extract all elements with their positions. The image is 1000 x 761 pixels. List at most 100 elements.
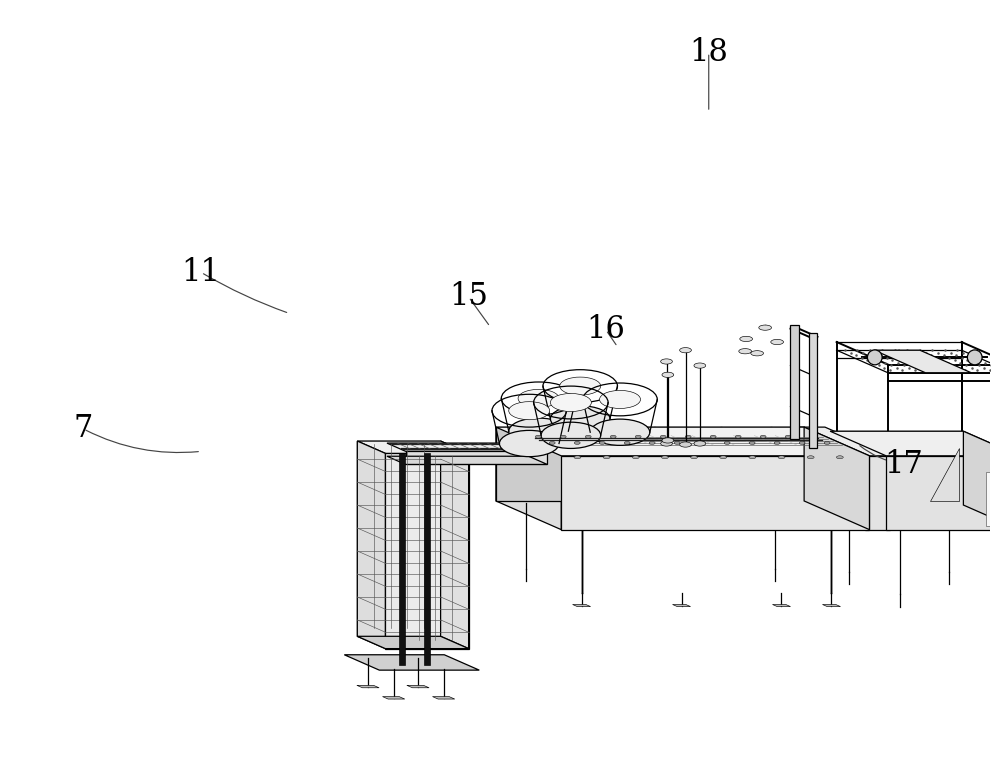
- Ellipse shape: [550, 393, 591, 412]
- Ellipse shape: [694, 441, 706, 446]
- Polygon shape: [357, 441, 385, 648]
- Polygon shape: [357, 636, 469, 648]
- Polygon shape: [573, 604, 591, 607]
- Polygon shape: [986, 473, 1000, 526]
- Ellipse shape: [549, 441, 555, 444]
- Ellipse shape: [691, 456, 697, 459]
- Ellipse shape: [836, 456, 843, 459]
- Ellipse shape: [603, 456, 610, 459]
- Polygon shape: [385, 454, 469, 648]
- Ellipse shape: [560, 435, 566, 438]
- Ellipse shape: [590, 419, 650, 445]
- Polygon shape: [496, 427, 869, 456]
- Ellipse shape: [735, 435, 741, 438]
- Text: 17: 17: [884, 448, 923, 479]
- Text: 11: 11: [182, 257, 221, 288]
- Ellipse shape: [778, 456, 785, 459]
- Polygon shape: [387, 457, 547, 464]
- Ellipse shape: [509, 418, 568, 444]
- Ellipse shape: [785, 435, 791, 438]
- Ellipse shape: [720, 456, 727, 459]
- Ellipse shape: [710, 435, 716, 438]
- Ellipse shape: [574, 441, 580, 444]
- Ellipse shape: [585, 435, 591, 438]
- Ellipse shape: [599, 441, 605, 444]
- Ellipse shape: [509, 402, 550, 420]
- Polygon shape: [424, 454, 430, 665]
- Ellipse shape: [662, 438, 674, 443]
- Ellipse shape: [550, 406, 610, 432]
- Ellipse shape: [499, 431, 559, 457]
- Ellipse shape: [660, 435, 666, 438]
- Ellipse shape: [810, 435, 816, 438]
- Polygon shape: [963, 431, 1000, 530]
- Ellipse shape: [674, 441, 680, 444]
- Polygon shape: [822, 604, 840, 607]
- Polygon shape: [399, 454, 405, 665]
- Ellipse shape: [661, 359, 672, 364]
- Ellipse shape: [662, 372, 674, 377]
- Polygon shape: [800, 427, 890, 456]
- Polygon shape: [357, 441, 469, 454]
- Polygon shape: [673, 604, 691, 607]
- Ellipse shape: [749, 456, 756, 459]
- Ellipse shape: [535, 435, 541, 438]
- Ellipse shape: [967, 350, 982, 365]
- Polygon shape: [383, 696, 405, 699]
- Polygon shape: [441, 441, 469, 648]
- Polygon shape: [790, 324, 799, 439]
- Ellipse shape: [740, 336, 753, 342]
- Ellipse shape: [680, 348, 691, 353]
- Polygon shape: [830, 431, 963, 505]
- Polygon shape: [804, 427, 869, 530]
- Polygon shape: [561, 456, 869, 530]
- Text: 18: 18: [689, 37, 728, 68]
- Ellipse shape: [632, 456, 639, 459]
- Ellipse shape: [635, 435, 641, 438]
- Ellipse shape: [661, 441, 672, 446]
- Polygon shape: [886, 456, 1000, 530]
- Polygon shape: [496, 427, 561, 530]
- Ellipse shape: [867, 350, 882, 365]
- Ellipse shape: [610, 435, 616, 438]
- Ellipse shape: [824, 441, 830, 444]
- Polygon shape: [357, 441, 441, 636]
- Ellipse shape: [518, 390, 559, 407]
- Polygon shape: [387, 443, 547, 451]
- Text: 7: 7: [74, 413, 93, 444]
- Polygon shape: [496, 427, 804, 501]
- Ellipse shape: [799, 441, 805, 444]
- Ellipse shape: [751, 351, 764, 356]
- Polygon shape: [830, 431, 1000, 456]
- Text: 16: 16: [586, 314, 625, 345]
- Ellipse shape: [680, 442, 691, 447]
- Ellipse shape: [724, 441, 730, 444]
- Ellipse shape: [541, 422, 601, 448]
- Ellipse shape: [624, 441, 630, 444]
- Ellipse shape: [771, 339, 784, 345]
- Ellipse shape: [749, 441, 755, 444]
- Ellipse shape: [807, 456, 814, 459]
- Ellipse shape: [760, 435, 766, 438]
- Polygon shape: [344, 654, 479, 670]
- Polygon shape: [809, 333, 817, 447]
- Ellipse shape: [739, 349, 752, 354]
- Polygon shape: [865, 456, 890, 530]
- Ellipse shape: [600, 390, 641, 409]
- Polygon shape: [930, 447, 959, 501]
- Ellipse shape: [699, 441, 705, 444]
- Polygon shape: [357, 686, 379, 688]
- Ellipse shape: [774, 441, 780, 444]
- Polygon shape: [772, 604, 790, 607]
- Ellipse shape: [694, 363, 706, 368]
- Ellipse shape: [560, 377, 601, 395]
- Polygon shape: [830, 431, 886, 530]
- Polygon shape: [407, 686, 429, 688]
- Text: 15: 15: [449, 282, 488, 313]
- Polygon shape: [874, 350, 971, 373]
- Ellipse shape: [649, 441, 655, 444]
- Polygon shape: [406, 451, 547, 464]
- Ellipse shape: [685, 435, 691, 438]
- Ellipse shape: [661, 456, 668, 459]
- Polygon shape: [432, 696, 455, 699]
